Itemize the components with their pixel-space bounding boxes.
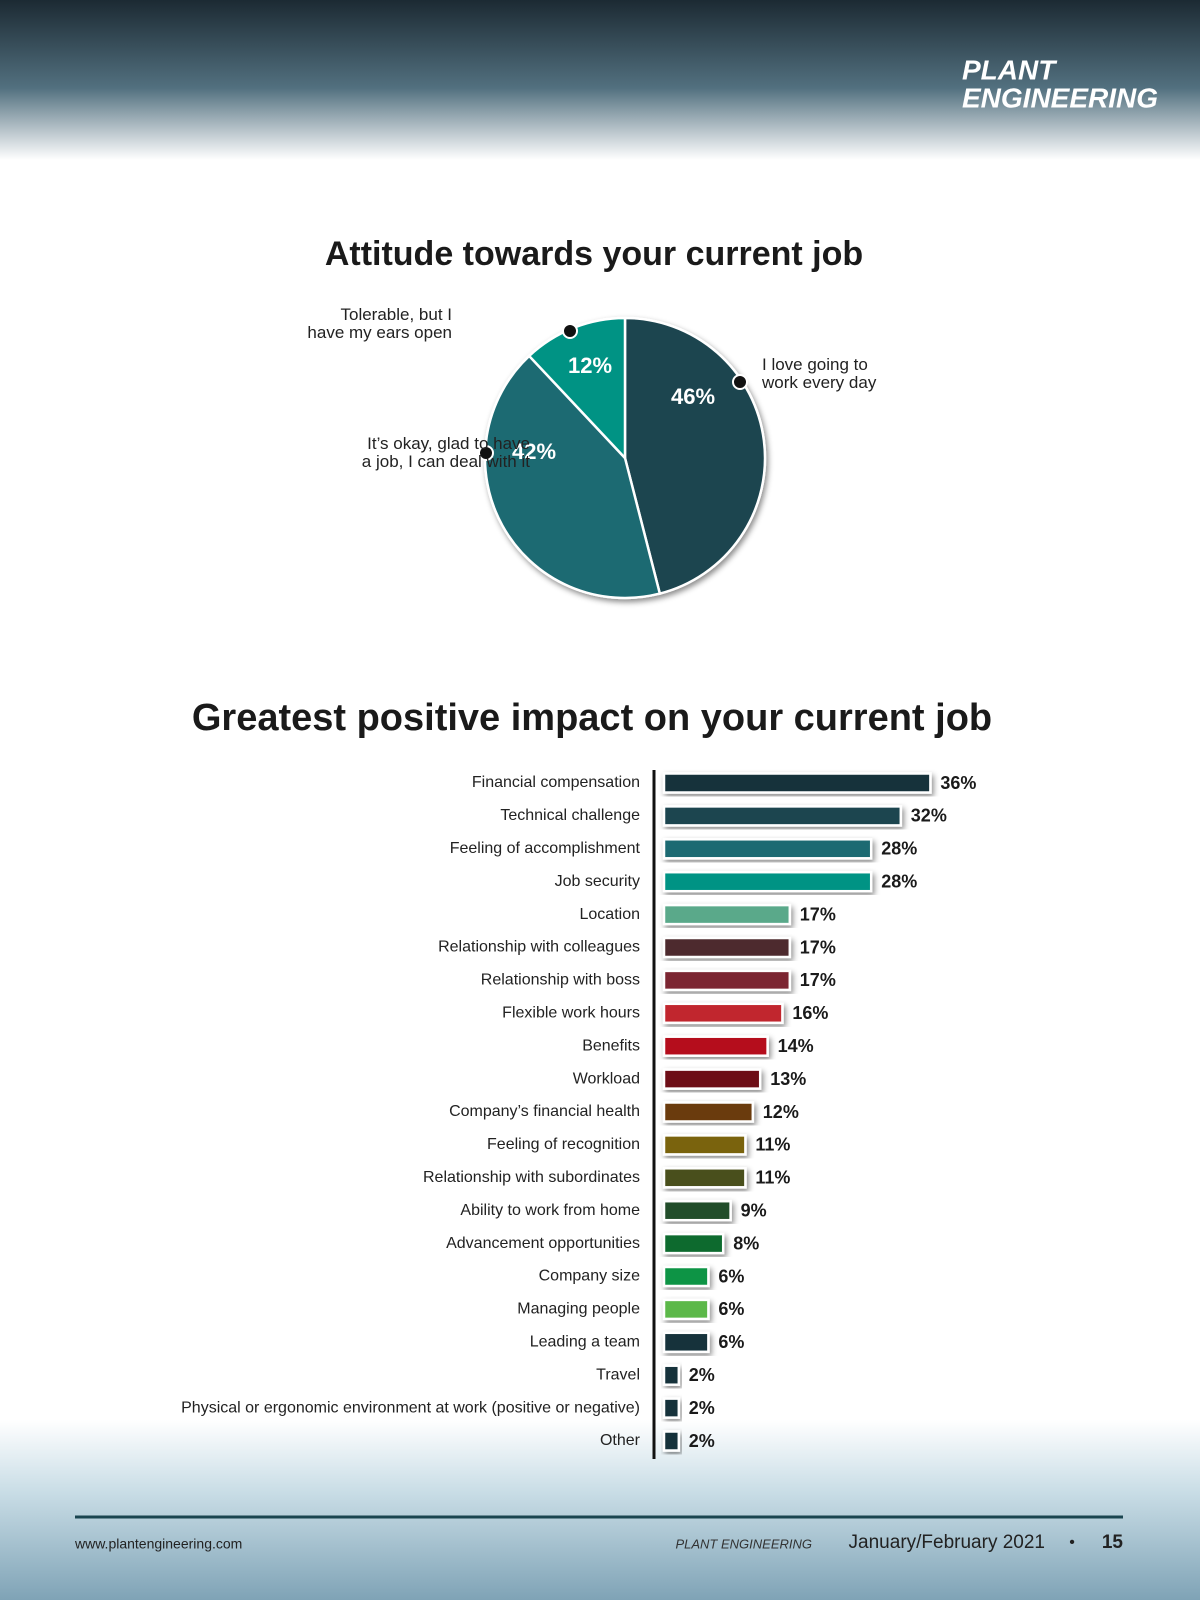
- category-label: Advancement opportunities: [446, 1235, 640, 1252]
- bar: [662, 1134, 747, 1156]
- bar: [662, 1101, 755, 1123]
- value-label: 11%: [755, 1135, 790, 1155]
- category-label: Relationship with subordinates: [423, 1169, 640, 1186]
- pie-category-label: I love going to work every day: [762, 355, 877, 392]
- value-label: 28%: [881, 871, 917, 891]
- value-label: 2%: [689, 1431, 715, 1451]
- pie-category-label: Tolerable, but I have my ears open: [307, 305, 452, 342]
- footer-magazine: PLANT ENGINEERING: [675, 1536, 812, 1551]
- bar: [662, 903, 792, 926]
- brand: ENGINEERING: [962, 82, 1158, 113]
- value-label: 2%: [689, 1398, 715, 1418]
- category-label: Company size: [539, 1268, 640, 1285]
- bar: [662, 1265, 710, 1288]
- bar: [662, 1002, 784, 1025]
- label-dot: [732, 374, 748, 390]
- value-label: 28%: [881, 839, 917, 859]
- value-label: 8%: [733, 1233, 759, 1253]
- category-label: Location: [580, 906, 641, 923]
- category-label: Job security: [555, 873, 640, 890]
- bar: [662, 1430, 681, 1452]
- value-label: 9%: [741, 1200, 767, 1220]
- bar: [662, 936, 792, 959]
- category-label: Physical or ergonomic environment at wor…: [181, 1399, 640, 1416]
- category-label: Leading a team: [530, 1334, 640, 1351]
- bar: [662, 838, 873, 860]
- value-label: 12%: [763, 1102, 799, 1122]
- label-dot: [478, 445, 494, 461]
- category-label: Benefits: [582, 1037, 640, 1054]
- pie-value-label: 12%: [568, 353, 612, 378]
- value-label: 13%: [770, 1069, 806, 1089]
- category-label: Workload: [573, 1070, 640, 1087]
- bar: [662, 1397, 681, 1419]
- bar: [662, 1068, 762, 1090]
- bar: [662, 1199, 732, 1222]
- value-label: 6%: [718, 1299, 744, 1319]
- footer-url: www.plantengineering.com: [74, 1536, 242, 1552]
- bar: [662, 1167, 747, 1189]
- category-label: Relationship with boss: [481, 972, 640, 989]
- pie-value-label: 42%: [512, 439, 556, 464]
- pie-category-label: It’s okay, glad to have a job, I can dea…: [361, 434, 530, 471]
- footer-background: [0, 1420, 1200, 1600]
- category-label: Flexible work hours: [502, 1005, 640, 1022]
- bar: [662, 870, 873, 893]
- bar: [662, 1035, 769, 1057]
- category-label: Ability to work from home: [460, 1202, 640, 1219]
- bar: [662, 969, 792, 992]
- chart-title: Attitude towards your current job: [325, 235, 863, 273]
- bar: [662, 1364, 681, 1386]
- category-label: Other: [600, 1432, 641, 1449]
- category-label: Feeling of accomplishment: [450, 840, 641, 857]
- pie-slice: [623, 316, 767, 596]
- pie-slice: [483, 354, 662, 600]
- value-label: 17%: [800, 937, 836, 957]
- value-label: 32%: [911, 806, 947, 826]
- value-label: 17%: [800, 970, 836, 990]
- value-label: 6%: [718, 1266, 744, 1286]
- label-dot: [562, 323, 578, 339]
- header-background: [0, 0, 1200, 160]
- bar: [662, 1331, 710, 1354]
- footer-issue: January/February 2021: [849, 1532, 1045, 1553]
- category-label: Feeling of recognition: [487, 1136, 640, 1153]
- category-label: Travel: [596, 1366, 640, 1383]
- bar: [662, 1298, 710, 1321]
- footer-separator: •: [1069, 1534, 1075, 1551]
- value-label: 14%: [778, 1036, 814, 1056]
- value-label: 11%: [755, 1168, 790, 1188]
- pie-value-label: 46%: [671, 384, 715, 409]
- footer-page: 15: [1102, 1532, 1124, 1553]
- chart-title: Greatest positive impact on your current…: [192, 697, 992, 739]
- bar: [662, 805, 903, 827]
- category-label: Technical challenge: [500, 807, 640, 824]
- category-label: Financial compensation: [472, 774, 640, 791]
- value-label: 16%: [792, 1003, 828, 1023]
- category-label: Managing people: [517, 1301, 640, 1318]
- bar: [662, 772, 932, 794]
- value-label: 36%: [940, 773, 976, 793]
- category-label: Relationship with colleagues: [438, 939, 640, 956]
- brand: PLANT: [962, 54, 1058, 85]
- value-label: 17%: [800, 904, 836, 924]
- value-label: 2%: [689, 1365, 715, 1385]
- bar: [662, 1232, 725, 1255]
- value-label: 6%: [718, 1332, 744, 1352]
- category-label: Company’s financial health: [449, 1103, 640, 1120]
